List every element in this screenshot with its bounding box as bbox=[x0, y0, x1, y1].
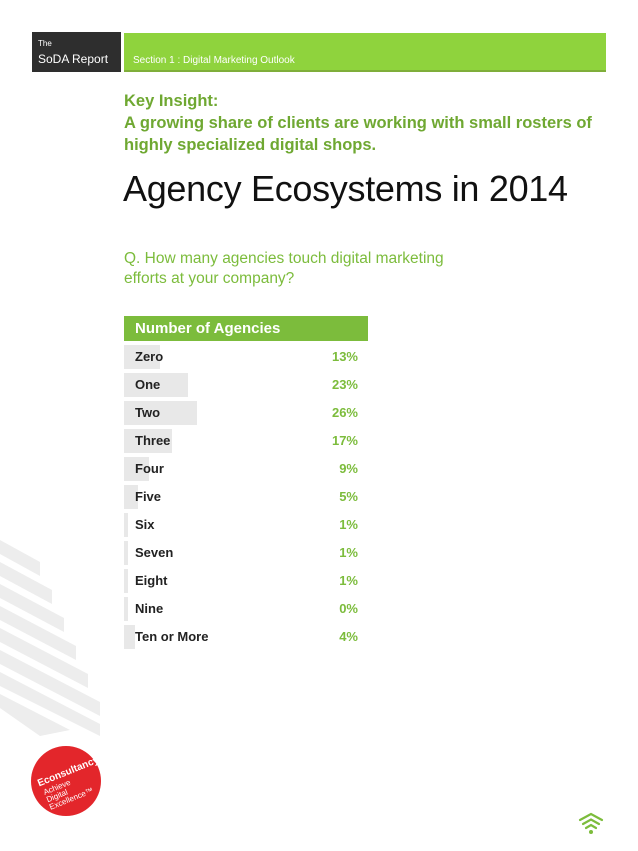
survey-question: Q. How many agencies touch digital marke… bbox=[124, 250, 444, 287]
row-label: Nine bbox=[135, 601, 164, 616]
table-row: Five 5% bbox=[124, 485, 364, 509]
table-row: Ten or More 4% bbox=[124, 625, 364, 649]
value-bar bbox=[124, 401, 197, 425]
table-row: Six 1% bbox=[124, 513, 364, 537]
value-bar bbox=[124, 373, 189, 397]
table-row: One 23% bbox=[124, 373, 364, 397]
row-value: 23% bbox=[331, 377, 358, 392]
table-row: Nine 0% bbox=[124, 597, 364, 621]
row-value: 1% bbox=[339, 573, 358, 588]
table-row: Zero 13% bbox=[124, 345, 364, 369]
row-label: Eight bbox=[135, 573, 168, 588]
row-value: 1% bbox=[339, 517, 358, 532]
value-bar bbox=[124, 429, 172, 453]
section-underline bbox=[124, 70, 606, 72]
econsultancy-logo: Econsultancy Achieve Digital Excellence™ bbox=[31, 746, 101, 816]
table-row: Eight 1% bbox=[124, 569, 364, 593]
value-bar bbox=[124, 485, 138, 509]
value-bar bbox=[124, 569, 128, 593]
key-insight-text: A growing share of clients are working w… bbox=[124, 114, 592, 154]
row-value: 4% bbox=[339, 629, 358, 644]
value-bar bbox=[124, 597, 128, 621]
row-label: Two bbox=[135, 405, 161, 420]
section-bar: Section 1 : Digital Marketing Outlook bbox=[124, 33, 606, 70]
table-row: Two 26% bbox=[124, 401, 364, 425]
key-insight: Key Insight: A growing share of clients … bbox=[124, 90, 594, 156]
table-row: Seven 1% bbox=[124, 541, 364, 565]
report-name: SoDA Report bbox=[38, 52, 109, 66]
row-value: 1% bbox=[339, 545, 358, 560]
value-bar bbox=[124, 625, 136, 649]
row-value: 26% bbox=[331, 405, 358, 420]
row-label: Three bbox=[135, 433, 171, 448]
value-bar bbox=[124, 345, 161, 369]
table-header: Number of Agencies bbox=[124, 316, 368, 341]
row-label: Six bbox=[135, 517, 155, 532]
table-header-label: Number of Agencies bbox=[135, 320, 281, 337]
row-label: Four bbox=[135, 461, 164, 476]
row-value: 9% bbox=[339, 461, 358, 476]
value-bar bbox=[124, 513, 128, 537]
table-row: Three 17% bbox=[124, 429, 364, 453]
econsultancy-badge: Econsultancy Achieve Digital Excellence™ bbox=[30, 745, 102, 822]
row-value: 13% bbox=[331, 349, 358, 364]
row-label: Zero bbox=[135, 349, 164, 364]
stair-decoration bbox=[0, 540, 100, 736]
row-label: Seven bbox=[135, 545, 174, 560]
row-value: 0% bbox=[339, 601, 358, 616]
table-row: Four 9% bbox=[124, 457, 364, 481]
row-label: One bbox=[135, 377, 161, 392]
page-title: Agency Ecosystems in 2014 bbox=[123, 168, 568, 209]
value-bar bbox=[124, 457, 150, 481]
row-value: 5% bbox=[339, 489, 358, 504]
value-bar bbox=[124, 541, 128, 565]
row-value: 17% bbox=[331, 433, 358, 448]
soda-signal-icon bbox=[578, 812, 604, 834]
section-title: Section 1 : Digital Marketing Outlook bbox=[133, 55, 295, 66]
row-label: Five bbox=[135, 489, 162, 504]
report-label-box: The SoDA Report bbox=[32, 32, 121, 72]
key-insight-label: Key Insight: bbox=[124, 92, 219, 110]
report-the: The bbox=[38, 39, 52, 48]
row-label: Ten or More bbox=[135, 629, 209, 644]
